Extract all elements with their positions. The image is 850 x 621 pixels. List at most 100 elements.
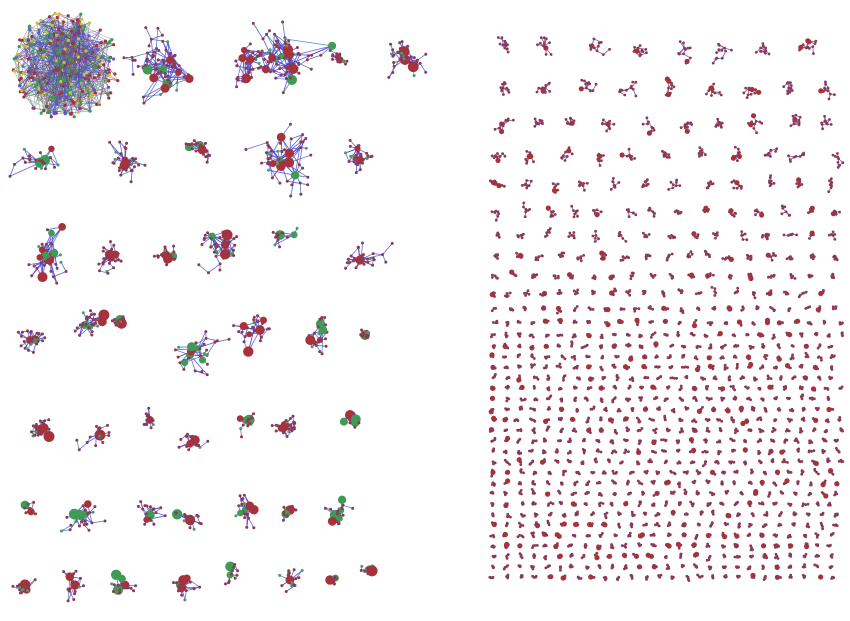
node [34, 426, 37, 429]
node [366, 261, 369, 264]
node [273, 55, 276, 58]
node [318, 350, 321, 353]
node [814, 40, 817, 43]
node [96, 48, 99, 51]
node [252, 526, 255, 529]
node [698, 146, 701, 149]
node [243, 512, 246, 515]
node [824, 83, 827, 86]
node [73, 33, 76, 36]
node [177, 346, 180, 349]
node [35, 267, 38, 270]
node [667, 87, 670, 90]
node [36, 336, 39, 339]
node [304, 137, 307, 140]
node [712, 182, 715, 185]
node [173, 66, 176, 69]
node [159, 506, 162, 509]
node [525, 179, 528, 182]
node [240, 503, 243, 506]
node [732, 187, 735, 190]
node [27, 39, 30, 42]
node [336, 512, 339, 515]
node [145, 412, 148, 415]
node [504, 155, 507, 158]
node [799, 155, 802, 158]
node [89, 309, 92, 312]
node [497, 212, 500, 215]
node [37, 32, 40, 35]
node [156, 27, 159, 30]
node [598, 159, 601, 162]
node [24, 92, 27, 95]
node [344, 63, 347, 66]
node [102, 63, 105, 66]
node [243, 502, 246, 505]
node [118, 589, 121, 592]
node [266, 51, 269, 54]
node [89, 436, 92, 439]
node [311, 345, 314, 348]
node [837, 161, 840, 164]
node [29, 331, 32, 334]
node [501, 36, 504, 39]
node [75, 586, 78, 589]
node [39, 48, 42, 51]
node [716, 118, 719, 121]
node [320, 316, 323, 319]
node [718, 91, 721, 94]
node [196, 440, 199, 443]
node [266, 141, 269, 144]
node [279, 142, 282, 145]
node [23, 148, 26, 151]
node [163, 256, 171, 264]
node [363, 570, 366, 573]
node [628, 148, 631, 151]
node [239, 427, 242, 430]
node [789, 81, 792, 84]
node [139, 500, 142, 503]
node [18, 45, 21, 48]
node [626, 209, 629, 212]
node [39, 42, 42, 45]
node [289, 58, 292, 61]
node [828, 179, 831, 182]
node [608, 120, 611, 123]
node [90, 334, 93, 337]
node [491, 155, 494, 158]
node [404, 55, 407, 58]
node [87, 78, 90, 81]
node [55, 62, 58, 65]
node [61, 32, 64, 35]
node [244, 148, 247, 151]
node [321, 352, 324, 355]
node [274, 236, 277, 239]
node [169, 52, 172, 55]
node [27, 508, 34, 515]
node [185, 74, 194, 83]
node [667, 188, 670, 191]
node [30, 40, 33, 43]
node [291, 171, 299, 179]
node [86, 512, 89, 515]
node [108, 141, 111, 144]
node [586, 182, 589, 185]
node [116, 79, 119, 82]
node [365, 152, 368, 155]
node [499, 86, 502, 89]
node [102, 257, 105, 260]
node [228, 240, 231, 243]
node [181, 583, 184, 586]
node [360, 155, 363, 158]
node [156, 72, 159, 75]
node [718, 44, 721, 47]
node [305, 147, 308, 150]
node [37, 245, 40, 248]
node [679, 40, 682, 43]
node [88, 21, 91, 24]
node [277, 158, 280, 161]
node [141, 508, 144, 511]
node [675, 179, 678, 182]
node [792, 115, 795, 118]
node [237, 510, 244, 517]
